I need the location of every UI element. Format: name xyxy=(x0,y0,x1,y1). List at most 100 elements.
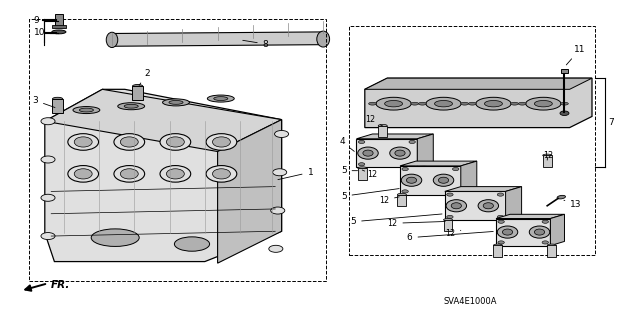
Ellipse shape xyxy=(160,166,191,182)
Polygon shape xyxy=(550,214,564,246)
Ellipse shape xyxy=(91,229,140,247)
Text: 12: 12 xyxy=(387,219,445,228)
Bar xyxy=(547,245,556,257)
Ellipse shape xyxy=(446,200,467,212)
Ellipse shape xyxy=(498,241,504,244)
Ellipse shape xyxy=(461,102,468,105)
Ellipse shape xyxy=(74,137,92,147)
Text: 12: 12 xyxy=(362,170,378,179)
Ellipse shape xyxy=(483,203,493,209)
Text: 7: 7 xyxy=(609,118,614,127)
Ellipse shape xyxy=(275,130,289,137)
Text: 3: 3 xyxy=(33,96,55,108)
Ellipse shape xyxy=(497,193,504,196)
Ellipse shape xyxy=(169,100,183,104)
Ellipse shape xyxy=(358,140,365,144)
Ellipse shape xyxy=(511,102,518,105)
Ellipse shape xyxy=(52,97,63,100)
Ellipse shape xyxy=(529,226,550,238)
Bar xyxy=(561,69,568,73)
Ellipse shape xyxy=(426,97,461,110)
Ellipse shape xyxy=(402,167,408,171)
Polygon shape xyxy=(445,187,522,191)
Text: 5: 5 xyxy=(341,166,358,175)
Ellipse shape xyxy=(73,107,100,114)
Ellipse shape xyxy=(79,108,93,112)
Ellipse shape xyxy=(358,147,378,159)
Polygon shape xyxy=(356,139,417,167)
Bar xyxy=(358,168,367,180)
Text: 12: 12 xyxy=(365,115,383,126)
Ellipse shape xyxy=(41,118,55,125)
Text: 13: 13 xyxy=(564,200,582,209)
Text: 5: 5 xyxy=(351,214,442,226)
Ellipse shape xyxy=(206,134,237,150)
Bar xyxy=(543,155,552,167)
Bar xyxy=(52,99,63,113)
Ellipse shape xyxy=(476,97,511,110)
Ellipse shape xyxy=(124,104,138,108)
Ellipse shape xyxy=(163,99,189,106)
Ellipse shape xyxy=(52,30,66,34)
Ellipse shape xyxy=(41,233,55,240)
Text: SVA4E1000A: SVA4E1000A xyxy=(444,297,497,306)
Ellipse shape xyxy=(497,215,504,219)
Ellipse shape xyxy=(526,97,561,110)
Ellipse shape xyxy=(484,100,502,107)
Ellipse shape xyxy=(369,102,376,105)
Ellipse shape xyxy=(406,177,417,183)
Ellipse shape xyxy=(120,137,138,147)
Ellipse shape xyxy=(542,220,548,223)
Polygon shape xyxy=(400,166,461,195)
Ellipse shape xyxy=(106,32,118,48)
Ellipse shape xyxy=(68,134,99,150)
Ellipse shape xyxy=(120,169,138,179)
Polygon shape xyxy=(461,161,477,195)
Ellipse shape xyxy=(166,137,184,147)
Ellipse shape xyxy=(378,124,387,127)
Ellipse shape xyxy=(358,167,367,169)
Polygon shape xyxy=(496,219,550,246)
Ellipse shape xyxy=(468,102,476,105)
Ellipse shape xyxy=(160,134,191,150)
Ellipse shape xyxy=(395,150,405,156)
Ellipse shape xyxy=(497,226,518,238)
Bar xyxy=(444,220,452,231)
Polygon shape xyxy=(45,89,282,152)
Ellipse shape xyxy=(433,174,454,186)
Ellipse shape xyxy=(363,150,373,156)
Text: 12: 12 xyxy=(379,196,399,205)
Ellipse shape xyxy=(561,102,568,105)
Polygon shape xyxy=(506,187,522,220)
Ellipse shape xyxy=(411,102,419,105)
Bar xyxy=(52,25,66,28)
Polygon shape xyxy=(112,32,323,46)
Text: 5: 5 xyxy=(341,189,399,201)
Ellipse shape xyxy=(452,167,459,171)
Polygon shape xyxy=(365,78,592,89)
Polygon shape xyxy=(445,191,506,220)
Bar xyxy=(29,19,326,281)
Ellipse shape xyxy=(409,140,415,144)
Ellipse shape xyxy=(390,147,410,159)
Ellipse shape xyxy=(451,203,461,209)
Ellipse shape xyxy=(271,207,285,214)
Ellipse shape xyxy=(502,229,513,235)
Text: FR.: FR. xyxy=(51,279,70,290)
Ellipse shape xyxy=(174,237,210,251)
Ellipse shape xyxy=(212,169,230,179)
Text: 11: 11 xyxy=(566,45,586,65)
Ellipse shape xyxy=(273,169,287,176)
Ellipse shape xyxy=(409,163,415,166)
Ellipse shape xyxy=(478,200,499,212)
Bar xyxy=(349,26,595,255)
Ellipse shape xyxy=(493,244,502,247)
Text: 4: 4 xyxy=(340,137,355,152)
Ellipse shape xyxy=(207,95,234,102)
Ellipse shape xyxy=(401,174,422,186)
Ellipse shape xyxy=(114,166,145,182)
Ellipse shape xyxy=(534,229,545,235)
Text: 1: 1 xyxy=(278,168,313,180)
Ellipse shape xyxy=(447,215,453,219)
Text: 12: 12 xyxy=(543,151,553,160)
